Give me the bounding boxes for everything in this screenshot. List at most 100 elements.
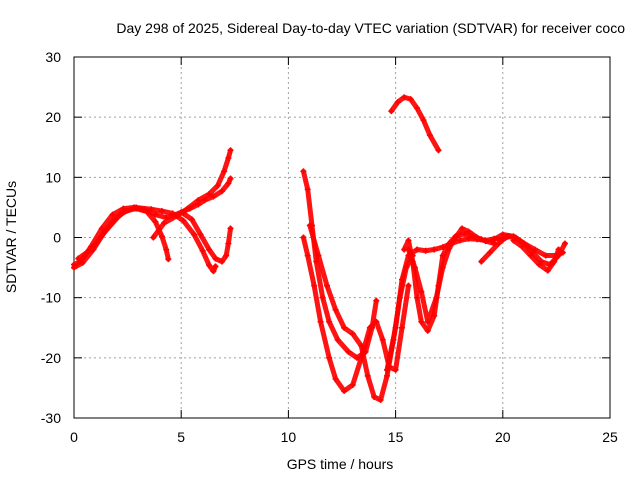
series-point [227, 225, 234, 232]
series-point [206, 246, 213, 253]
y-tick-label: 10 [45, 169, 61, 185]
series-point [109, 211, 116, 218]
series-point [433, 294, 440, 301]
series-point [195, 197, 202, 204]
series-point [103, 227, 110, 234]
series-point [544, 267, 551, 274]
series-point [384, 366, 391, 373]
series-point [332, 306, 339, 313]
series-arc-12 [388, 94, 442, 154]
y-tick-label: 30 [45, 49, 61, 65]
series-arc-11 [405, 225, 498, 325]
series-point [373, 318, 380, 325]
y-tick-label: 20 [45, 109, 61, 125]
x-tick-label: 5 [177, 429, 185, 445]
series-point [165, 256, 172, 263]
series-point [555, 246, 562, 253]
series-point [542, 252, 549, 259]
series-point [349, 330, 356, 337]
series-point [384, 372, 391, 379]
series-point [221, 168, 228, 175]
series-point [300, 168, 307, 175]
series-point [210, 193, 217, 200]
series-point [118, 210, 125, 217]
series-layer [71, 94, 568, 403]
series-point [456, 237, 463, 244]
series-point [371, 393, 378, 400]
series-point [349, 381, 356, 388]
series-arc-15 [510, 237, 562, 274]
series-point [180, 210, 187, 217]
series-point [300, 234, 307, 241]
series-point [377, 396, 384, 403]
series-point [199, 247, 206, 254]
series-point [225, 155, 232, 162]
series-point [407, 96, 414, 103]
axis-ticks [73, 56, 611, 419]
series-point [214, 182, 221, 189]
series-point [435, 147, 442, 154]
series-point [392, 324, 399, 331]
series-point [152, 218, 159, 225]
series-point [519, 243, 526, 250]
series-point [358, 342, 365, 349]
y-tick-label: -30 [41, 410, 61, 426]
series-point [531, 246, 538, 253]
series-point [225, 180, 232, 187]
chart-title: Day 298 of 2025, Sidereal Day-to-day VTE… [116, 20, 625, 36]
series-arc-3 [75, 204, 219, 275]
series-point [345, 348, 352, 355]
series-point [474, 234, 481, 241]
x-tick-label: 20 [495, 429, 511, 445]
series-point [414, 294, 421, 301]
series-point [180, 217, 187, 224]
y-axis-label: SDTVAR / TECUs [3, 181, 19, 293]
x-tick-label: 10 [281, 429, 297, 445]
series-point [150, 234, 157, 241]
x-tick-label: 15 [388, 429, 404, 445]
series-point [399, 276, 406, 283]
series-point [418, 288, 425, 295]
series-point [364, 372, 371, 379]
series-point [218, 188, 225, 195]
series-point [88, 246, 95, 253]
series-point [414, 105, 421, 112]
series-point [424, 318, 431, 325]
series-point [405, 246, 412, 253]
series-point [315, 252, 322, 259]
series-point [411, 264, 418, 271]
series-point [158, 208, 165, 215]
series-arc-4 [150, 147, 234, 241]
series-point [161, 220, 168, 227]
series-point [426, 132, 433, 139]
series-point [394, 99, 401, 106]
series-point [401, 94, 408, 101]
series-point [304, 252, 311, 259]
series-point [334, 336, 341, 343]
series-line-arc-4 [150, 147, 234, 240]
series-point [489, 237, 496, 244]
series-arc-5 [180, 210, 234, 265]
series-point [414, 246, 421, 253]
series-point [536, 261, 543, 268]
series-point [561, 240, 568, 247]
y-tick-label: -20 [41, 350, 61, 366]
series-point [399, 324, 406, 331]
series-point [420, 117, 427, 124]
series-point [388, 108, 395, 115]
series-point [431, 246, 438, 253]
series-point [304, 186, 311, 193]
series-point [418, 318, 425, 325]
series-point [206, 191, 213, 198]
series-point [323, 282, 330, 289]
series-point [188, 216, 195, 223]
series-point [197, 231, 204, 238]
series-point [326, 318, 333, 325]
series-point [341, 324, 348, 331]
series-point [559, 249, 566, 256]
series-point [465, 228, 472, 235]
series-point [319, 294, 326, 301]
series-point [75, 255, 82, 262]
